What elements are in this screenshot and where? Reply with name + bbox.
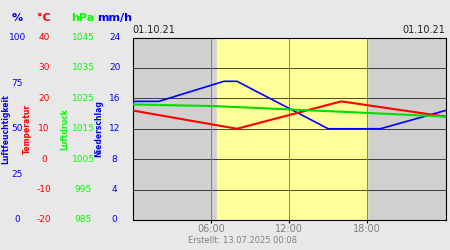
Text: -10: -10: [37, 185, 51, 194]
Text: Luftdruck: Luftdruck: [61, 108, 70, 150]
Text: 4: 4: [112, 185, 117, 194]
Text: 1045: 1045: [72, 33, 94, 42]
Text: Niederschlag: Niederschlag: [94, 100, 104, 157]
Text: 8: 8: [112, 155, 117, 164]
Text: 50: 50: [11, 124, 23, 133]
Text: 100: 100: [9, 33, 26, 42]
Bar: [217, 38, 367, 220]
Text: 01.10.21: 01.10.21: [403, 25, 446, 35]
Text: mm/h: mm/h: [97, 12, 132, 22]
Text: 0: 0: [14, 216, 20, 224]
Text: hPa: hPa: [72, 12, 95, 22]
Text: 1025: 1025: [72, 94, 94, 103]
Text: 10: 10: [38, 124, 50, 133]
Text: 1005: 1005: [72, 155, 95, 164]
Text: Luftfeuchtigkeit: Luftfeuchtigkeit: [1, 94, 10, 164]
Text: 1015: 1015: [72, 124, 95, 133]
Text: 20: 20: [38, 94, 50, 103]
Text: 995: 995: [75, 185, 92, 194]
Text: 25: 25: [11, 170, 23, 179]
Text: -20: -20: [37, 216, 51, 224]
Text: °C: °C: [37, 12, 51, 22]
Text: Erstellt: 13.07.2025 00:08: Erstellt: 13.07.2025 00:08: [188, 236, 297, 245]
Text: 985: 985: [75, 216, 92, 224]
Text: 30: 30: [38, 64, 50, 72]
Text: 01.10.21: 01.10.21: [133, 25, 176, 35]
Text: 24: 24: [109, 33, 121, 42]
Text: Temperatur: Temperatur: [22, 104, 32, 154]
Text: 40: 40: [38, 33, 50, 42]
Text: 20: 20: [109, 64, 121, 72]
Text: 1035: 1035: [72, 64, 95, 72]
Text: 75: 75: [11, 78, 23, 88]
Text: %: %: [12, 12, 22, 22]
Text: 12: 12: [109, 124, 121, 133]
Text: 16: 16: [109, 94, 121, 103]
Text: 0: 0: [112, 216, 117, 224]
Text: 0: 0: [41, 155, 47, 164]
